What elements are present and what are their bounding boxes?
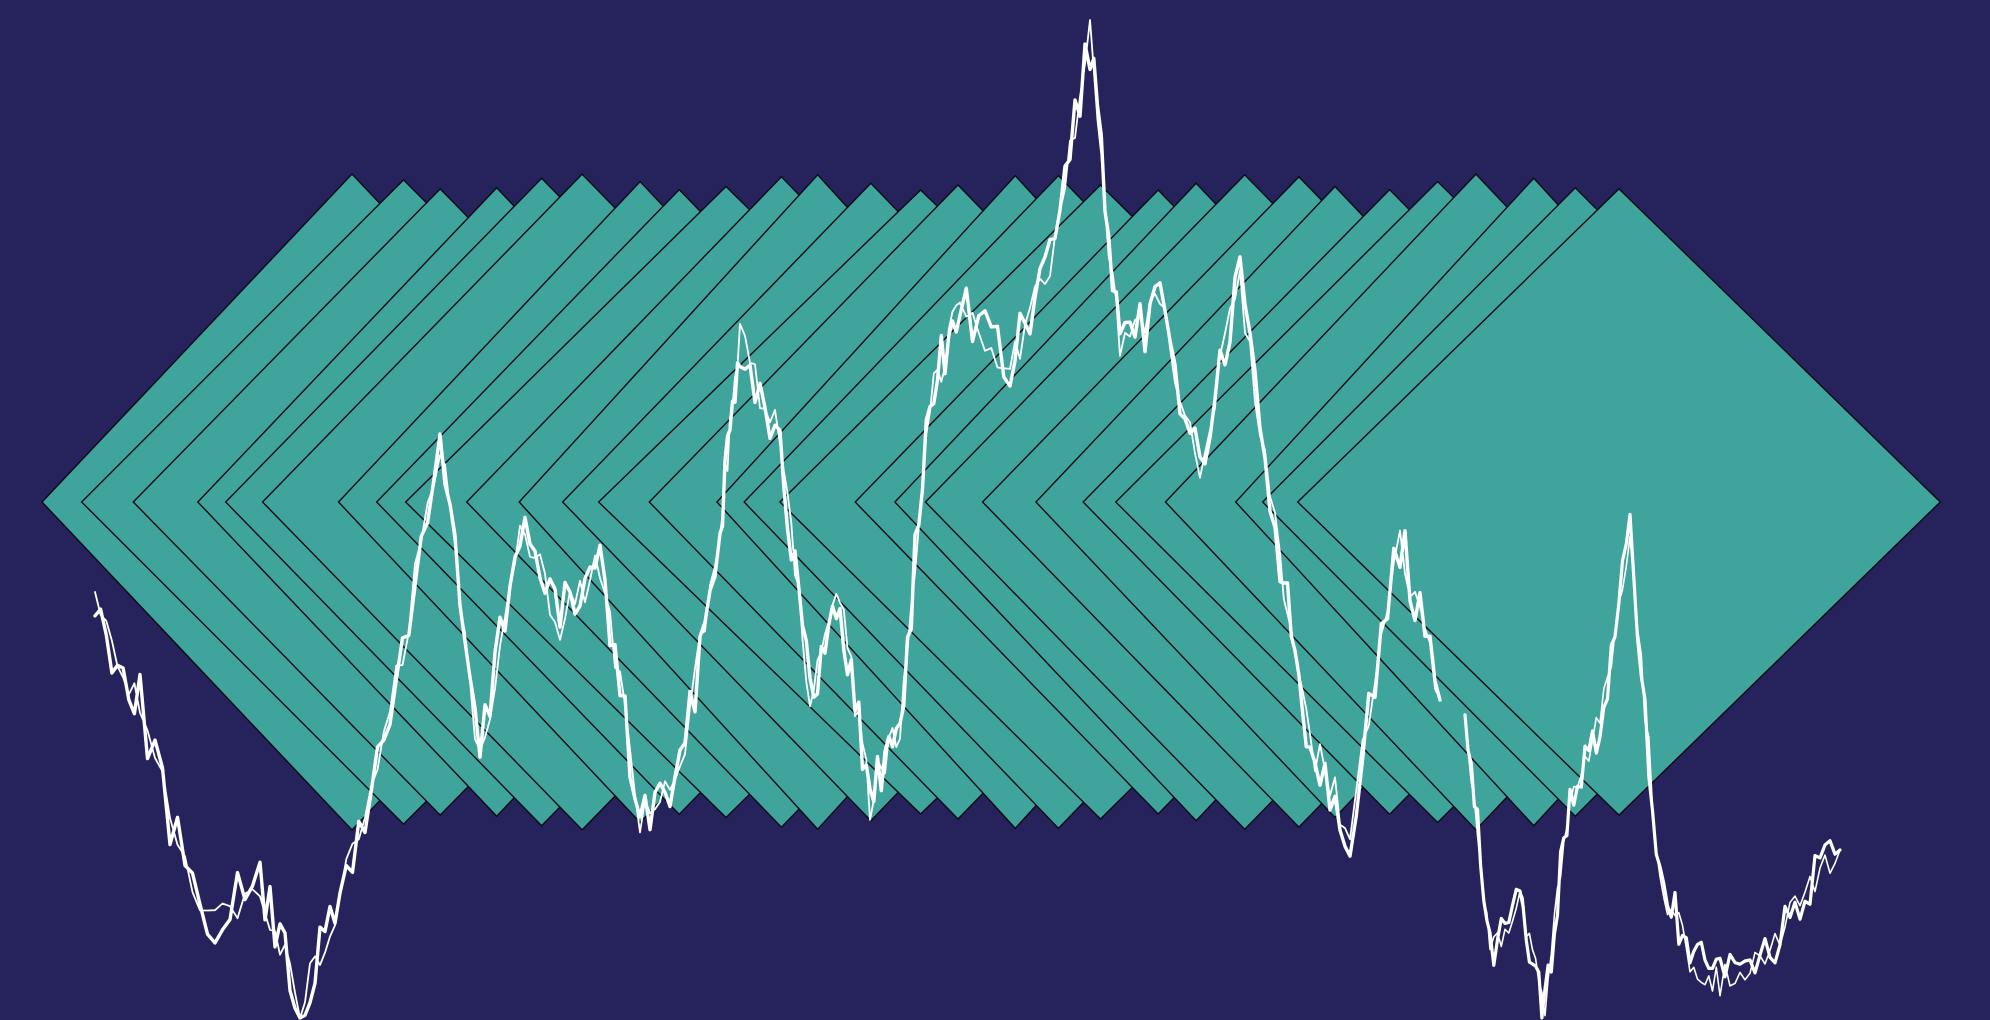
diamond-shape (1296, 187, 1942, 817)
diamond-stack (41, 172, 1942, 832)
white-squiggle-lines (93, 19, 1842, 1020)
squiggle-line (94, 19, 1441, 1019)
squiggle-line (1464, 535, 1841, 1017)
